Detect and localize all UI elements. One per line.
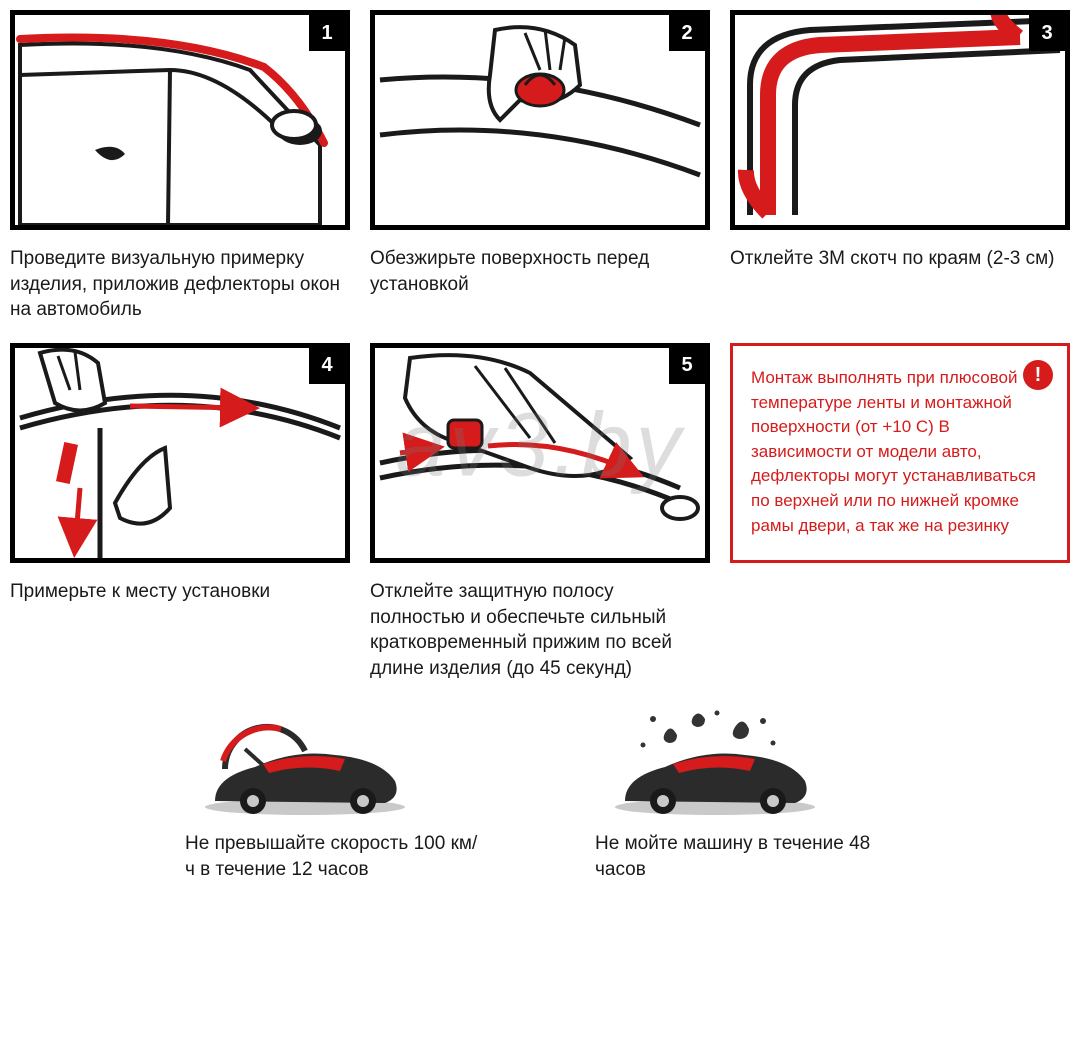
step-panel-4: 4 bbox=[10, 343, 350, 563]
step-panel-1: 1 bbox=[10, 10, 350, 230]
step-cell-4: 4 Примерьте к месту установки bbox=[10, 343, 350, 682]
warning-cell: ! Монтаж выполнять при плюсовой температ… bbox=[730, 343, 1070, 682]
step5-illustration bbox=[375, 348, 705, 558]
step-number-badge: 3 bbox=[1029, 15, 1065, 51]
footer-caption: Не превышайте скорость 100 км/ч в течени… bbox=[185, 831, 485, 882]
step-cell-5: 5 Отклейте защитную полосу полностью и о… bbox=[370, 343, 710, 682]
step-caption: Обезжирьте поверхность перед установкой bbox=[370, 246, 710, 297]
footer-item-speed: Не превышайте скорость 100 км/ч в течени… bbox=[185, 709, 485, 882]
step1-illustration bbox=[15, 15, 345, 225]
step-cell-3: 3 Отклейте 3М скотч по краям (2-3 см) bbox=[730, 10, 1070, 323]
alert-icon: ! bbox=[1023, 360, 1053, 390]
step-number-badge: 1 bbox=[309, 15, 345, 51]
step-caption: Отклейте 3М скотч по краям (2-3 см) bbox=[730, 246, 1070, 272]
step-number-badge: 5 bbox=[669, 348, 705, 384]
step-caption: Проведите визуальную примерку изделия, п… bbox=[10, 246, 350, 323]
warning-box: ! Монтаж выполнять при плюсовой температ… bbox=[730, 343, 1070, 563]
warning-text: Монтаж выполнять при плюсовой температур… bbox=[751, 366, 1049, 538]
step-panel-5: 5 bbox=[370, 343, 710, 563]
page: 1 Проведите визуальную примерку изделия,… bbox=[10, 10, 1070, 883]
speed-car-icon bbox=[185, 709, 415, 819]
step-cell-1: 1 Проведите визуальную примерку изделия,… bbox=[10, 10, 350, 323]
step-cell-2: 2 Обезжирьте поверхность перед установко… bbox=[370, 10, 710, 323]
step2-illustration bbox=[375, 15, 705, 225]
step-caption: Отклейте защитную полосу полностью и обе… bbox=[370, 579, 710, 682]
steps-grid: 1 Проведите визуальную примерку изделия,… bbox=[10, 10, 1070, 681]
wash-car-icon bbox=[595, 709, 825, 819]
step-panel-2: 2 bbox=[370, 10, 710, 230]
footer-caption: Не мойте машину в течение 48 часов bbox=[595, 831, 895, 882]
step-number-badge: 4 bbox=[309, 348, 345, 384]
step4-illustration bbox=[15, 348, 345, 558]
step-panel-3: 3 bbox=[730, 10, 1070, 230]
step-caption: Примерьте к месту установки bbox=[10, 579, 350, 605]
step3-illustration bbox=[735, 15, 1065, 225]
footer-item-wash: Не мойте машину в течение 48 часов bbox=[595, 709, 895, 882]
step-number-badge: 2 bbox=[669, 15, 705, 51]
footer-row: Не превышайте скорость 100 км/ч в течени… bbox=[10, 709, 1070, 882]
